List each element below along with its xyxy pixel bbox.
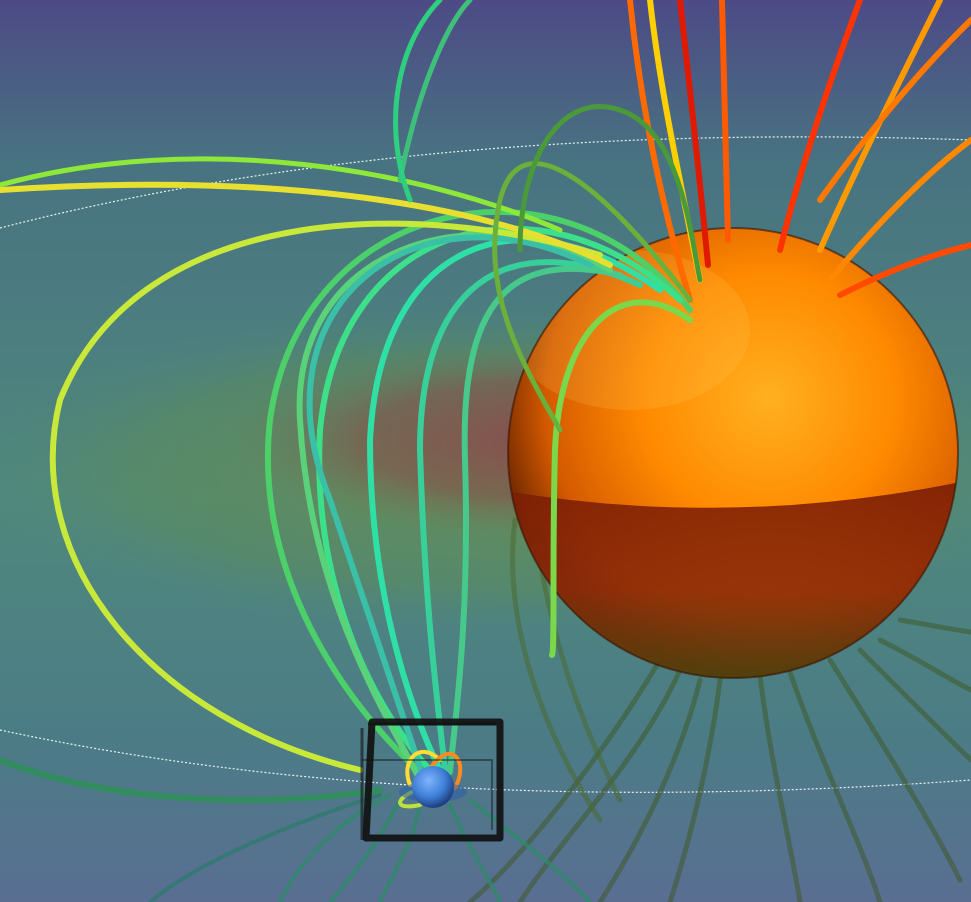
field-line-top xyxy=(817,17,971,203)
field-line-outer xyxy=(0,181,613,268)
field-line-arch xyxy=(492,161,693,433)
field-line-left xyxy=(0,757,383,803)
field-line-top xyxy=(677,0,711,268)
field-line-outer-loop xyxy=(49,220,603,773)
field-line-top xyxy=(777,0,863,253)
field-line-lower xyxy=(278,793,392,902)
field-line-planet xyxy=(405,749,442,787)
field-line-back xyxy=(537,557,623,803)
field-line-left xyxy=(148,793,382,902)
field-line-lower xyxy=(328,798,402,902)
field-line-lower xyxy=(448,803,502,902)
field-line-back xyxy=(517,667,683,902)
field-line-top xyxy=(627,0,693,303)
field-line-lower xyxy=(378,803,422,902)
field-line-back xyxy=(597,677,703,902)
field-line-loop xyxy=(265,209,693,783)
field-line-top xyxy=(827,137,971,283)
field-line-arch xyxy=(397,0,473,183)
field-line-loop xyxy=(306,234,593,785)
field-line-loop xyxy=(416,259,643,773)
field-line-top xyxy=(837,242,971,298)
field-line-back xyxy=(757,672,803,902)
field-line-arch xyxy=(393,0,443,203)
field-line-back xyxy=(787,669,883,902)
field-line-back xyxy=(510,517,603,823)
field-line-lower xyxy=(468,798,592,902)
field-line-back xyxy=(857,647,971,763)
planet-highlight-box xyxy=(360,718,504,842)
field-line-back xyxy=(877,637,971,693)
field-line-back xyxy=(827,657,963,883)
field-line-planet xyxy=(430,752,463,790)
field-line-back xyxy=(897,617,971,635)
field-line-arch xyxy=(517,104,703,283)
field-line-loop xyxy=(447,265,623,775)
planet-sphere-icon xyxy=(399,766,467,808)
field-line-back xyxy=(667,677,723,902)
field-line-top xyxy=(719,0,731,243)
field-line-loop xyxy=(549,299,693,658)
field-lines-back xyxy=(278,517,971,902)
